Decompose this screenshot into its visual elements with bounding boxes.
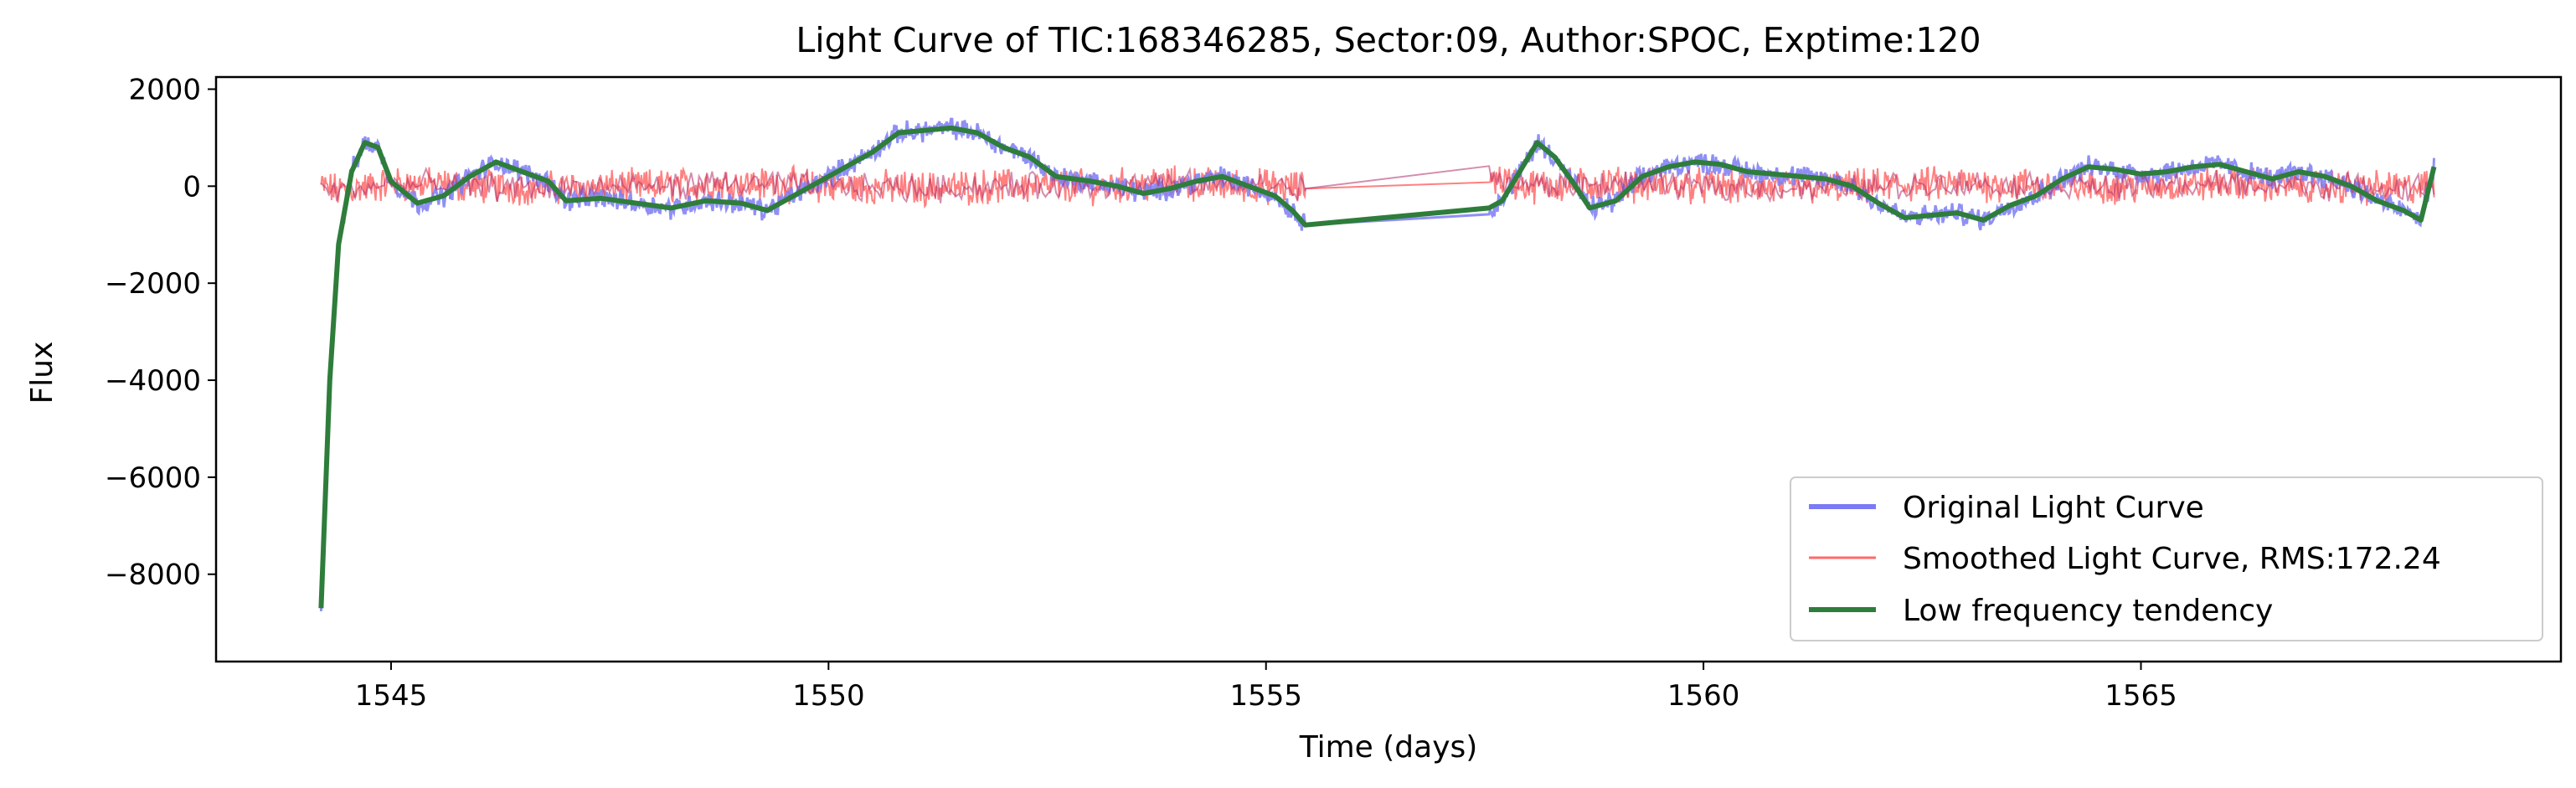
chart-title: Light Curve of TIC:168346285, Sector:09,…: [796, 20, 1981, 60]
x-tick-label: 1560: [1667, 679, 1740, 713]
plot-frame: [214, 75, 2563, 663]
y-tick-label: 0: [183, 170, 201, 203]
series-layer: [318, 117, 2437, 611]
series-overlap-tint: [320, 165, 2435, 203]
y-tick-label: −8000: [105, 559, 201, 592]
x-tick-label: 1550: [792, 679, 865, 713]
y-tick-label: 2000: [128, 73, 201, 106]
x-axis-title: Time (days): [1299, 730, 1478, 765]
y-tick-label: −6000: [105, 461, 201, 495]
x-tick-label: 1545: [355, 679, 428, 713]
y-tick-label: −4000: [105, 364, 201, 398]
legend: Original Light Curve Smoothed Light Curv…: [1790, 476, 2543, 641]
x-tick-label: 1565: [2105, 679, 2177, 713]
series-smoothed-light-curve: [320, 163, 2435, 209]
x-tick-label: 1555: [1229, 679, 1302, 713]
legend-label-low-frequency: Low frequency tendency: [1903, 594, 2273, 628]
legend-box: [1790, 476, 2543, 641]
x-axis-ticks: 1545 1550 1555 1560 1565: [355, 662, 2177, 713]
y-tick-label: −2000: [105, 267, 201, 301]
y-axis-ticks: 2000 0 −2000 −4000 −6000 −8000: [105, 73, 216, 592]
legend-label-smoothed: Smoothed Light Curve, RMS:172.24: [1903, 542, 2441, 576]
legend-label-original: Original Light Curve: [1903, 491, 2204, 525]
y-axis-title: Flux: [25, 342, 59, 404]
series-low-frequency-tendency: [318, 125, 2437, 609]
